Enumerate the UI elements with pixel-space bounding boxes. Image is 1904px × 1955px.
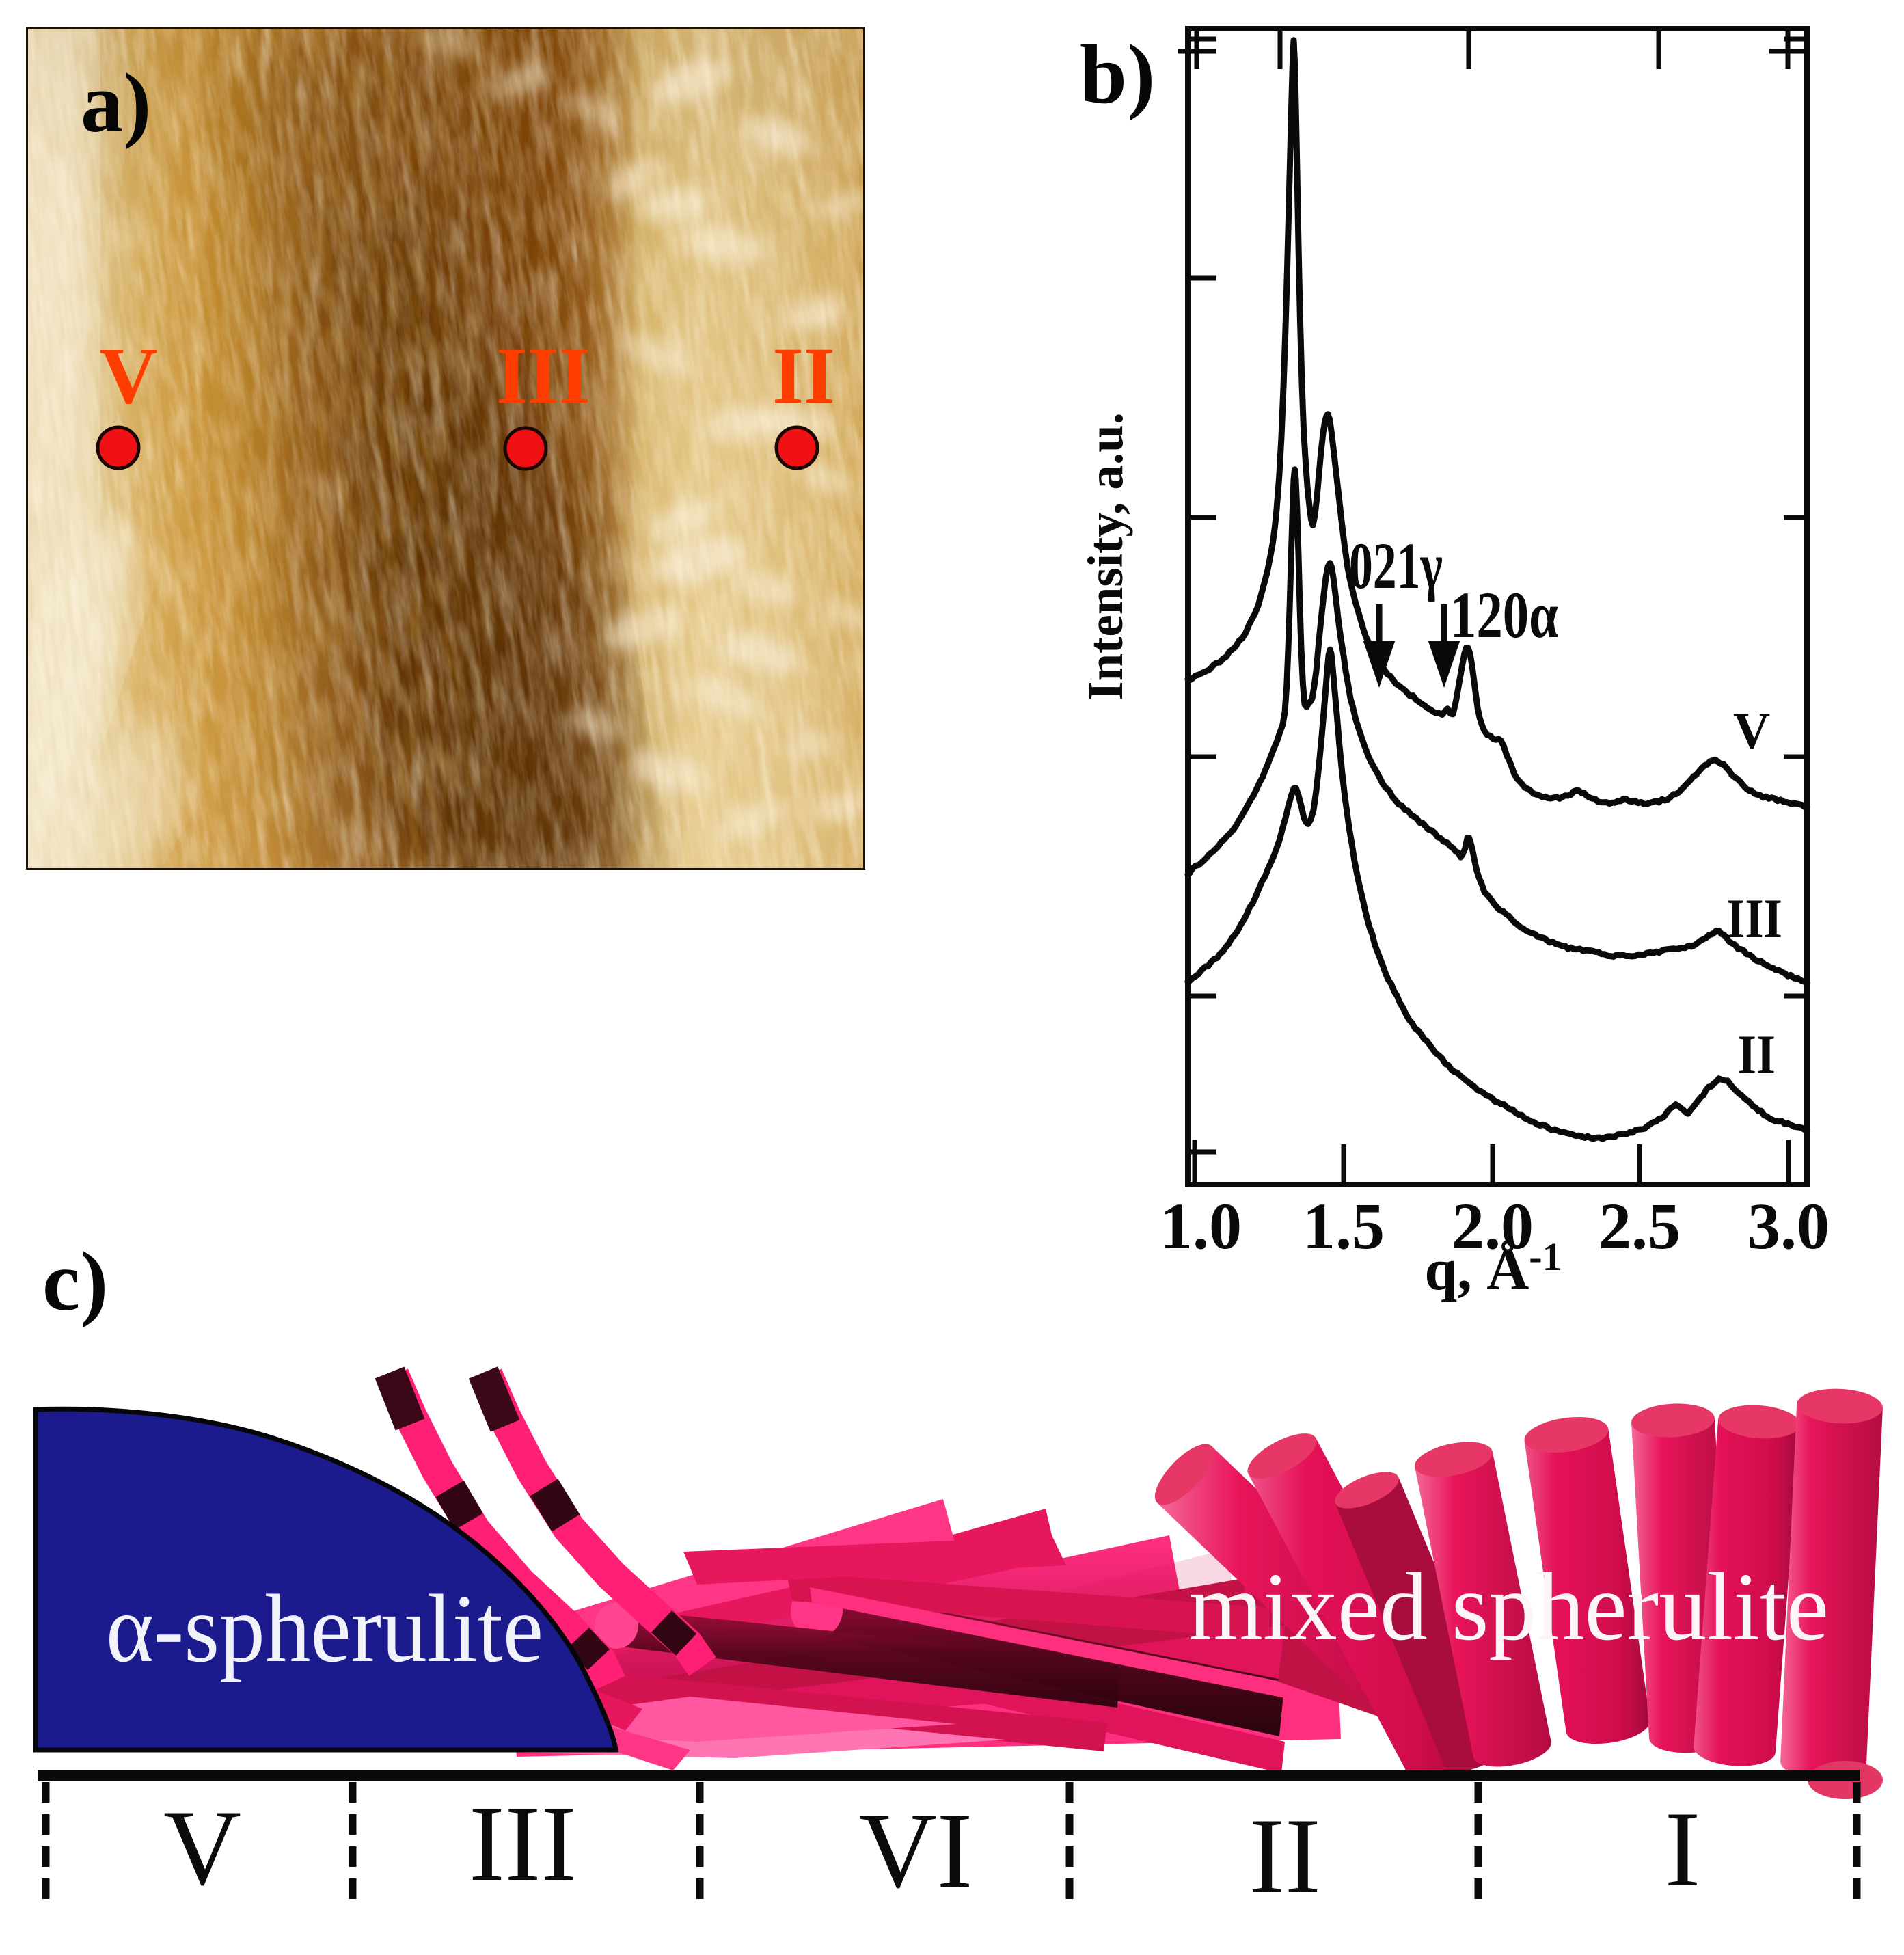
- svg-text:α-spherulite: α-spherulite: [106, 1574, 543, 1682]
- svg-text:Intensity, a.u.: Intensity, a.u.: [1078, 412, 1133, 701]
- svg-text:b): b): [1080, 27, 1155, 121]
- svg-text:I: I: [1665, 1790, 1701, 1909]
- svg-text:a): a): [81, 56, 151, 150]
- svg-text:2.5: 2.5: [1599, 1189, 1681, 1263]
- svg-text:II: II: [1249, 1796, 1320, 1916]
- svg-text:021γ: 021γ: [1349, 529, 1443, 602]
- svg-text:II: II: [772, 331, 835, 420]
- svg-text:V: V: [163, 1788, 241, 1908]
- svg-text:1.0: 1.0: [1160, 1189, 1242, 1263]
- svg-text:3.0: 3.0: [1747, 1189, 1830, 1263]
- svg-text:III: III: [496, 331, 590, 420]
- svg-text:III: III: [469, 1784, 577, 1904]
- svg-text:II: II: [1737, 1023, 1776, 1086]
- svg-text:2.0: 2.0: [1452, 1189, 1534, 1263]
- svg-text:q, Å-1: q, Å-1: [1424, 1235, 1562, 1302]
- svg-text:120α: 120α: [1450, 578, 1558, 651]
- svg-text:mixed spherulite: mixed spherulite: [1188, 1552, 1829, 1660]
- svg-text:III: III: [1726, 887, 1782, 949]
- svg-text:V: V: [1733, 703, 1770, 759]
- svg-text:V: V: [99, 331, 157, 420]
- svg-text:1.5: 1.5: [1303, 1189, 1385, 1263]
- svg-text:c): c): [42, 1235, 108, 1328]
- svg-text:VI: VI: [859, 1791, 973, 1911]
